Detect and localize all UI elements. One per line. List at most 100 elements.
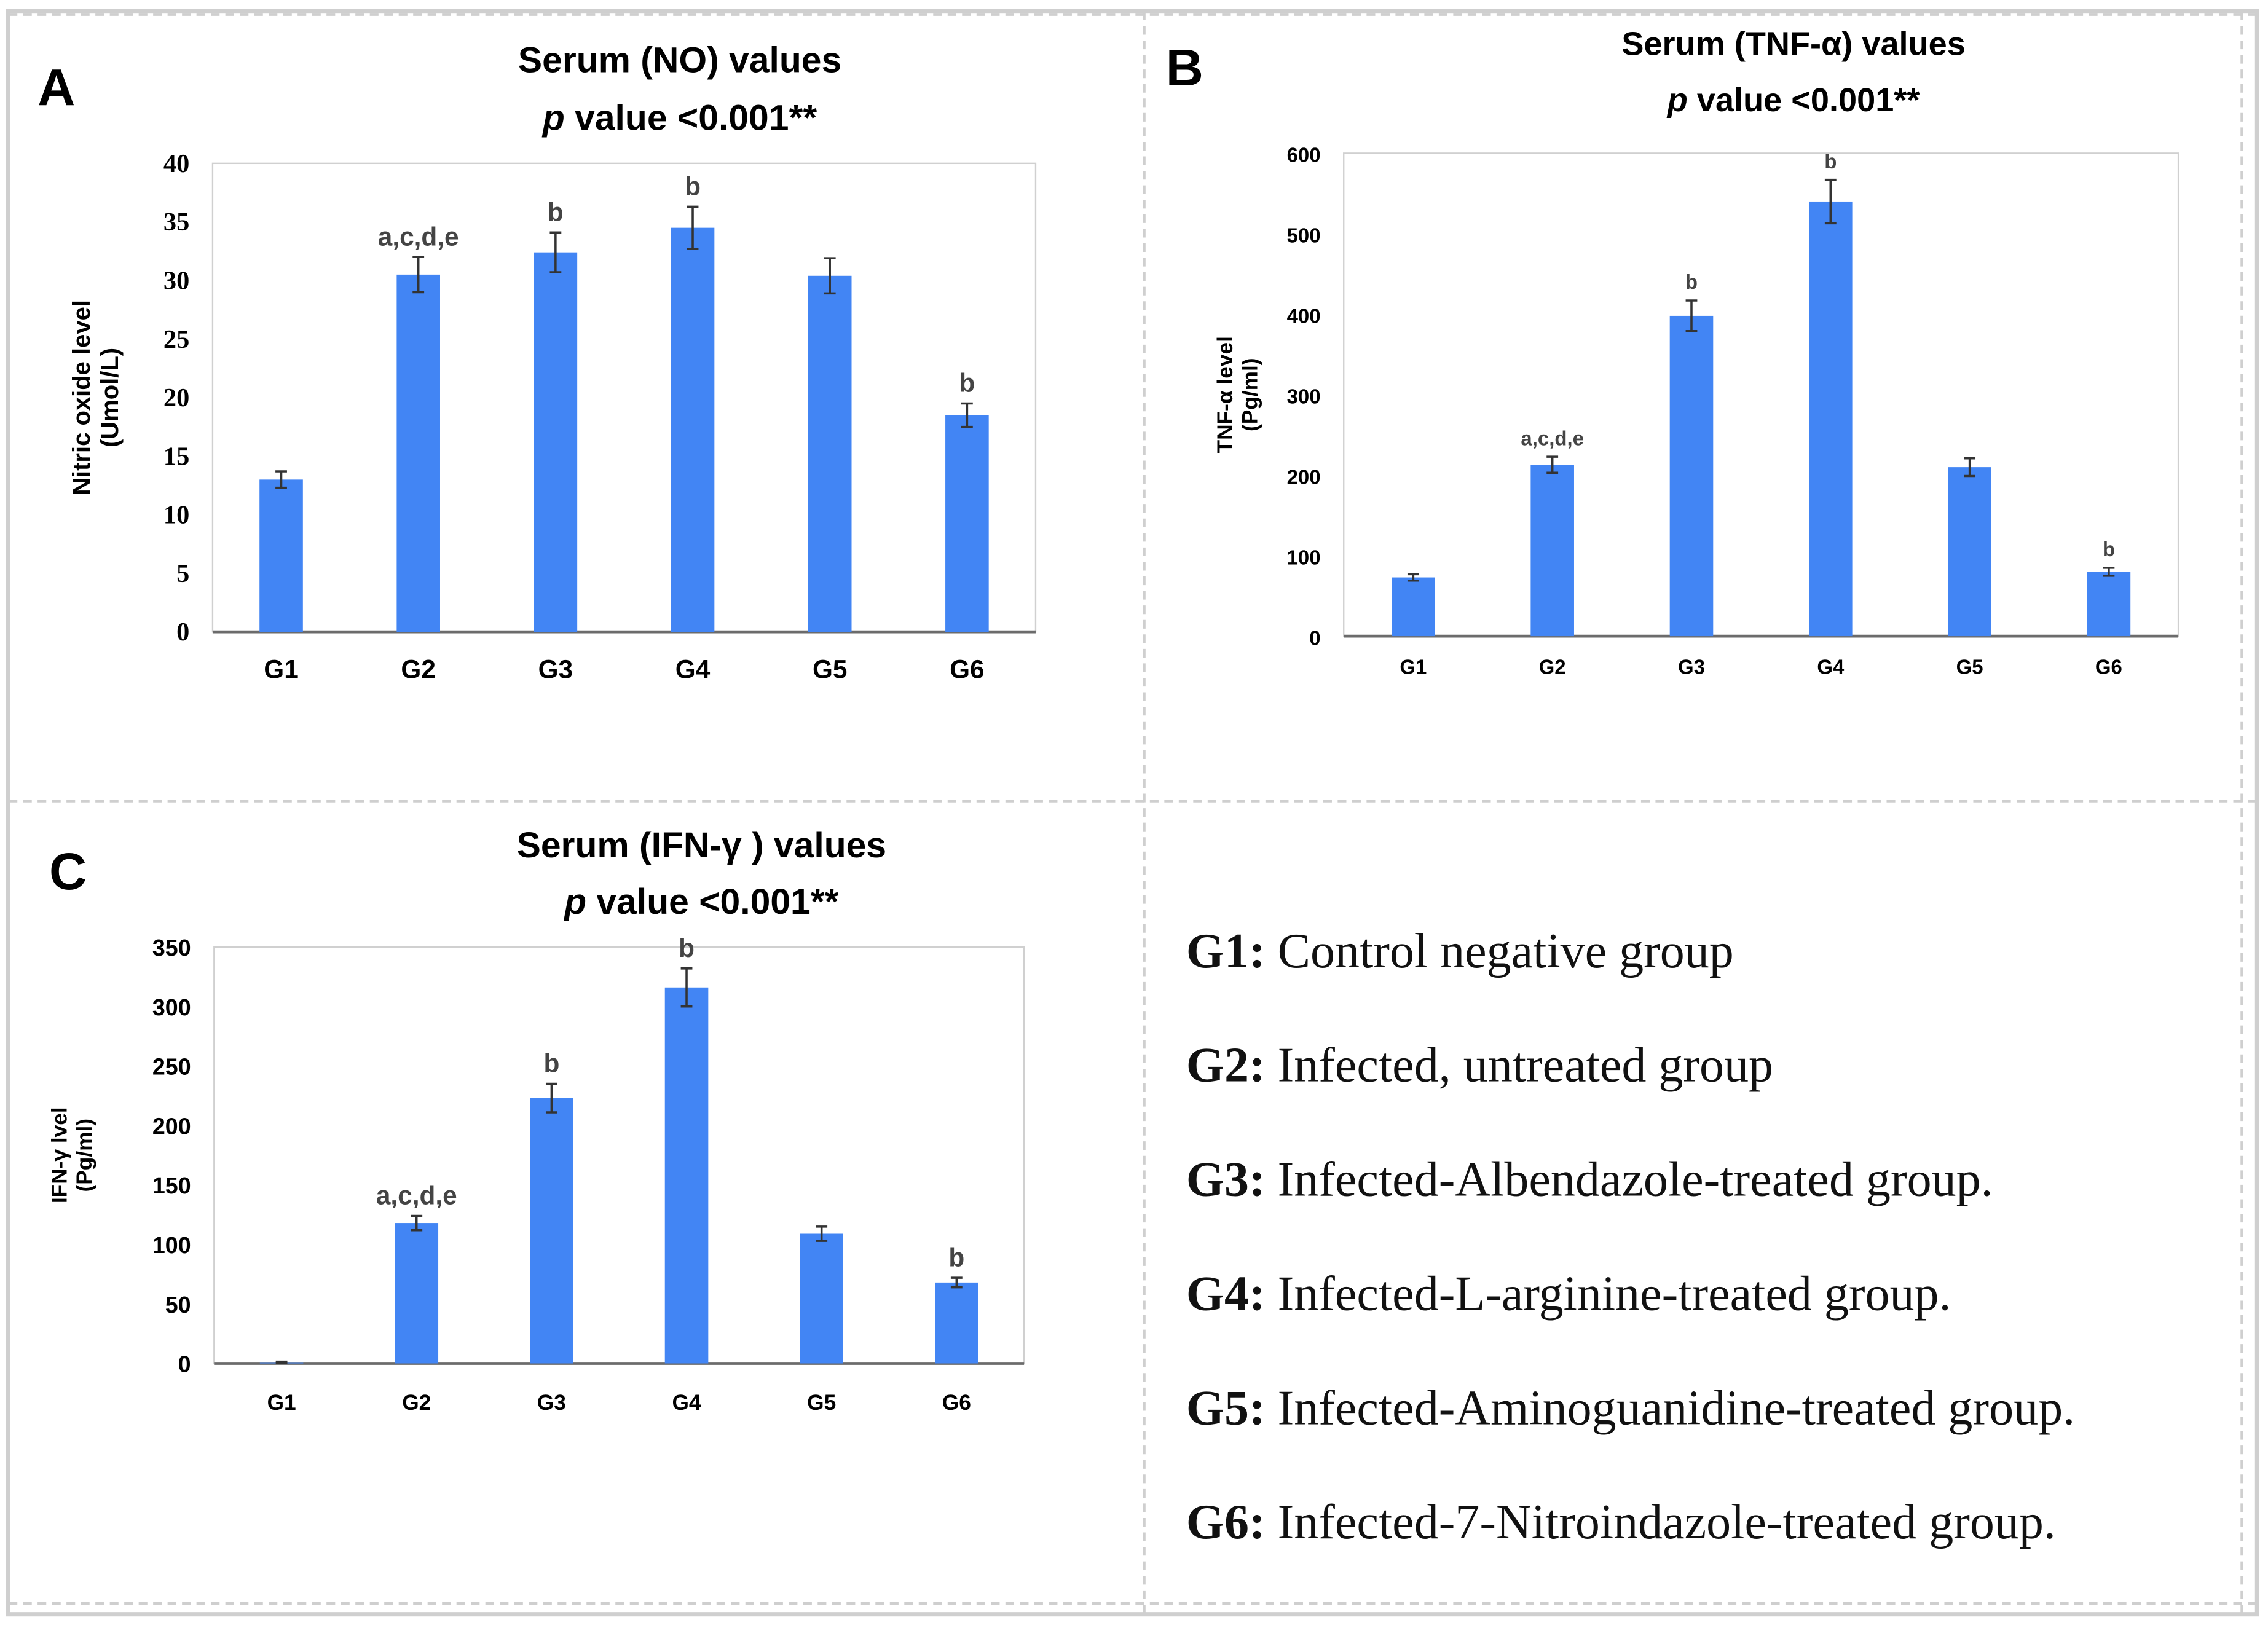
significance-label: b bbox=[548, 197, 564, 226]
legend-item: G2: Infected, untreated group bbox=[1186, 1040, 1773, 1095]
legend-text: Infected-L-arginine-treated group. bbox=[1265, 1268, 1951, 1322]
figure-border bbox=[6, 9, 2259, 1617]
y-tick-label: 50 bbox=[165, 1292, 191, 1318]
x-tick-label: G2 bbox=[402, 1391, 431, 1415]
panel-label-a: A bbox=[37, 58, 76, 117]
x-tick-label: G4 bbox=[1817, 655, 1845, 678]
y-tick-label: 350 bbox=[152, 935, 191, 961]
bar-g3 bbox=[1669, 315, 1714, 637]
x-tick-label: G6 bbox=[2095, 655, 2122, 678]
bar-g3 bbox=[530, 1098, 573, 1364]
bar-g4 bbox=[664, 987, 709, 1364]
y-tick-label: 30 bbox=[163, 267, 189, 296]
bar-g5 bbox=[808, 275, 852, 632]
chart-subtitle: p value <0.001** bbox=[563, 882, 838, 922]
y-tick-label: 35 bbox=[163, 208, 189, 237]
y-tick-label: 300 bbox=[1287, 385, 1321, 407]
y-tick-label: 0 bbox=[176, 618, 189, 647]
significance-label: a,c,d,e bbox=[378, 222, 459, 251]
legend-key: G1: bbox=[1186, 925, 1266, 979]
p-italic: p bbox=[1666, 82, 1688, 119]
y-label-line: TNF-α level bbox=[1213, 336, 1237, 453]
significance-label: b bbox=[543, 1049, 559, 1078]
y-axis-label: TNF-α level (Pg/ml) bbox=[1213, 336, 1262, 453]
legend-key: G3: bbox=[1186, 1154, 1266, 1208]
x-tick-label: G4 bbox=[675, 655, 711, 683]
legend-key: G2: bbox=[1186, 1039, 1266, 1093]
y-tick-label: 15 bbox=[163, 442, 189, 471]
horizontal-divider bbox=[9, 799, 2257, 803]
chart-title: Serum (TNF-α) values bbox=[1621, 25, 1966, 62]
bar-g6 bbox=[945, 415, 989, 632]
x-tick-label: G3 bbox=[1678, 655, 1705, 678]
y-tick-label: 500 bbox=[1287, 224, 1321, 246]
p-value-text: value <0.001** bbox=[565, 98, 817, 138]
x-tick-label: G5 bbox=[807, 1391, 836, 1415]
legend-text: Infected-Aminoguanidine-treated group. bbox=[1265, 1382, 2076, 1436]
chart-title: Serum (IFN-γ ) values bbox=[517, 825, 886, 865]
panel-label-b: B bbox=[1165, 37, 1203, 97]
legend-item: G3: Infected-Albendazole-treated group. bbox=[1186, 1154, 1993, 1208]
significance-label: b bbox=[2103, 538, 2115, 560]
p-value-text: value <0.001** bbox=[586, 882, 839, 922]
x-tick-label: G6 bbox=[950, 655, 985, 683]
significance-label: b bbox=[685, 172, 701, 201]
x-tick-label: G3 bbox=[537, 1391, 566, 1415]
y-label-line: (Pg/ml) bbox=[73, 1119, 96, 1192]
chart-subtitle: p value <0.001** bbox=[1666, 82, 1920, 119]
y-tick-label: 5 bbox=[176, 559, 189, 588]
y-tick-label: 0 bbox=[178, 1351, 191, 1377]
chart-title: Serum (NO) values bbox=[518, 41, 841, 81]
bar-g5 bbox=[1948, 467, 1991, 637]
bar-g4 bbox=[671, 227, 715, 632]
y-tick-label: 250 bbox=[152, 1054, 191, 1080]
significance-label: b bbox=[959, 369, 975, 398]
legend-text: Infected, untreated group bbox=[1265, 1039, 1774, 1093]
y-tick-label: 200 bbox=[1287, 465, 1321, 488]
legend-text: Control negative group bbox=[1265, 925, 1734, 979]
y-tick-label: 25 bbox=[163, 325, 189, 354]
y-tick-label: 0 bbox=[1309, 626, 1320, 649]
y-axis-label: IFN-γ lvel (Pg/ml) bbox=[47, 1107, 96, 1203]
bar-g6 bbox=[935, 1282, 978, 1364]
significance-label: b bbox=[1685, 270, 1698, 293]
y-tick-label: 150 bbox=[152, 1173, 191, 1198]
p-value-text: value <0.001** bbox=[1688, 82, 1920, 119]
panel-label-c: C bbox=[49, 841, 87, 901]
y-tick-label: 40 bbox=[163, 149, 189, 178]
y-tick-label: 100 bbox=[152, 1232, 191, 1258]
y-tick-label: 300 bbox=[152, 994, 191, 1020]
y-tick-label: 600 bbox=[1287, 143, 1321, 166]
y-axis-label: Nitric oxide level (Umol/L) bbox=[68, 300, 124, 495]
legend-text: Infected-7-Nitroindazole-treated group. bbox=[1265, 1496, 2056, 1550]
p-italic: p bbox=[563, 882, 586, 922]
vertical-divider bbox=[1143, 11, 1146, 1614]
bar-g5 bbox=[800, 1233, 843, 1364]
legend-item: G5: Infected-Aminoguanidine-treated grou… bbox=[1186, 1382, 2075, 1437]
y-tick-label: 10 bbox=[163, 501, 189, 530]
bar-g2 bbox=[396, 274, 440, 632]
legend-key: G4: bbox=[1186, 1268, 1266, 1322]
bar-g1 bbox=[259, 479, 303, 632]
x-tick-label: G2 bbox=[1539, 655, 1566, 678]
x-tick-label: G1 bbox=[267, 1391, 296, 1415]
bar-g4 bbox=[1808, 201, 1853, 637]
y-tick-label: 20 bbox=[163, 383, 189, 412]
legend-item: G6: Infected-7-Nitroindazole-treated gro… bbox=[1186, 1496, 2056, 1551]
y-label-line: Nitric oxide level bbox=[68, 300, 95, 495]
y-label-line: (Umol/L) bbox=[96, 348, 124, 447]
bar-g1 bbox=[1392, 577, 1435, 637]
significance-label: a,c,d,e bbox=[376, 1181, 457, 1210]
divider bbox=[9, 1602, 2257, 1605]
plot-area bbox=[213, 946, 1025, 1364]
y-tick-label: 200 bbox=[152, 1113, 191, 1139]
plot-area bbox=[1343, 152, 2179, 637]
x-tick-label: G2 bbox=[401, 655, 436, 683]
significance-label: b bbox=[948, 1243, 964, 1272]
bar-g2 bbox=[1530, 465, 1574, 637]
x-tick-label: G3 bbox=[538, 655, 573, 683]
significance-label: b bbox=[1824, 150, 1837, 173]
x-tick-label: G5 bbox=[813, 655, 848, 683]
plot-area bbox=[211, 162, 1037, 633]
